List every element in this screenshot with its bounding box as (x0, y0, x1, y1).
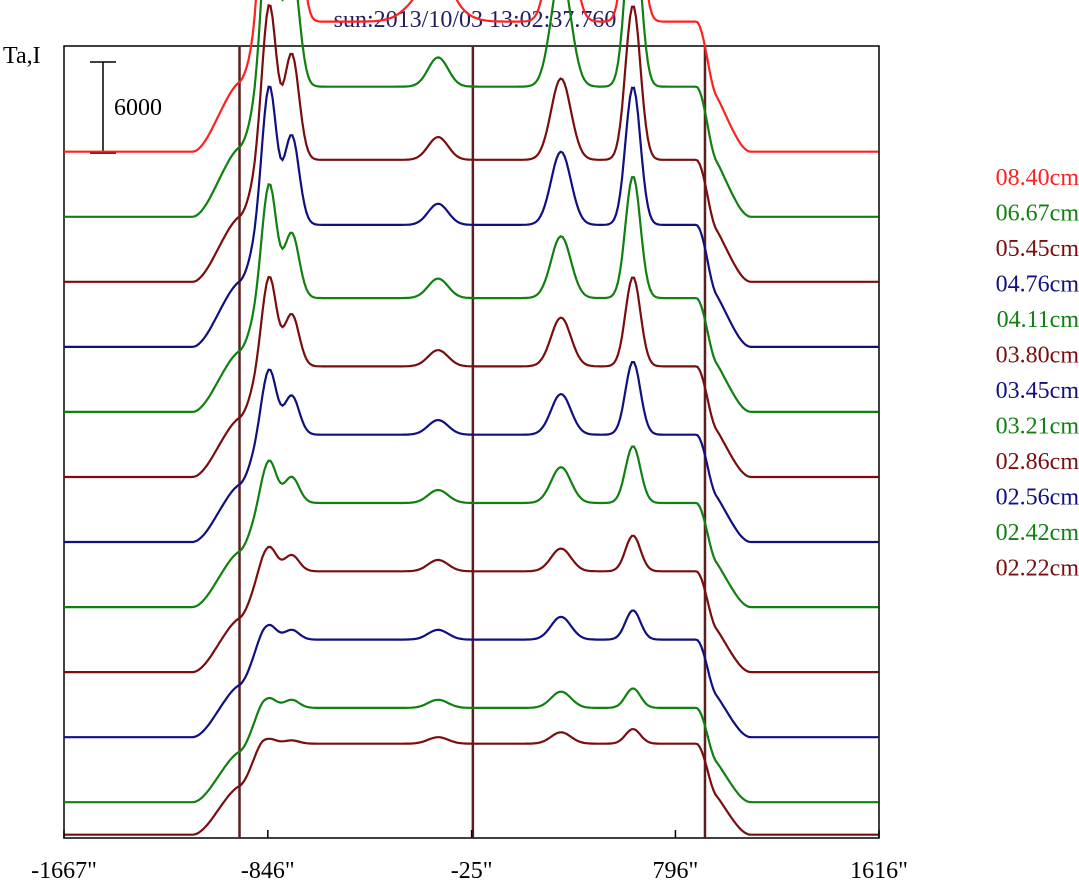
series-line-02.56cm (64, 609, 879, 739)
legend-entry: 03.80cm (996, 343, 1079, 369)
series-line-02.22cm (64, 728, 879, 836)
legend-entry: 03.21cm (996, 414, 1079, 440)
legend-entry: 08.40cm (996, 165, 1079, 191)
legend-entry: 05.45cm (996, 236, 1079, 262)
legend-entry: 02.42cm (996, 520, 1079, 546)
scale-bar-label: 6000 (114, 95, 162, 121)
legend-entry: 02.56cm (996, 485, 1079, 511)
legend-entry: 06.67cm (996, 201, 1079, 227)
legend-entry: 02.86cm (996, 449, 1079, 475)
series-line-03.45cm (64, 361, 879, 544)
series-line-04.76cm (64, 85, 879, 348)
x-tick-label: 1616" (850, 858, 908, 884)
y-axis-label: Ta,I (3, 43, 41, 69)
scale-bar: 6000 (90, 61, 162, 154)
series-line-04.11cm (64, 176, 879, 413)
series-line-02.86cm (64, 534, 879, 674)
series-line-03.80cm (64, 275, 879, 479)
legend: 08.40cm 06.67cm 05.45cm 04.76cm 04.11cm 03.80… (996, 165, 1079, 582)
series-line-05.45cm (64, 4, 879, 283)
x-tick-label: -25" (451, 858, 493, 884)
series-line-03.21cm (64, 445, 879, 609)
series-line-06.67cm (64, 0, 879, 218)
series-line-08.40cm (64, 0, 879, 153)
legend-entry: 04.11cm (997, 307, 1079, 333)
legend-entry: 03.45cm (996, 378, 1079, 404)
legend-entry: 04.76cm (996, 272, 1079, 298)
vertical-markers (238, 46, 707, 838)
x-tick-label: -846" (241, 858, 295, 884)
legend-entry: 02.22cm (996, 556, 1079, 582)
x-tick-label: 796" (653, 858, 699, 884)
series-layer (64, 0, 879, 836)
series-line-02.42cm (64, 687, 879, 804)
plot-frame (63, 45, 880, 839)
x-tick-label: -1667" (31, 858, 97, 884)
x-axis-ticks: -1667" -846" -25" 796" 1616" (31, 830, 908, 884)
